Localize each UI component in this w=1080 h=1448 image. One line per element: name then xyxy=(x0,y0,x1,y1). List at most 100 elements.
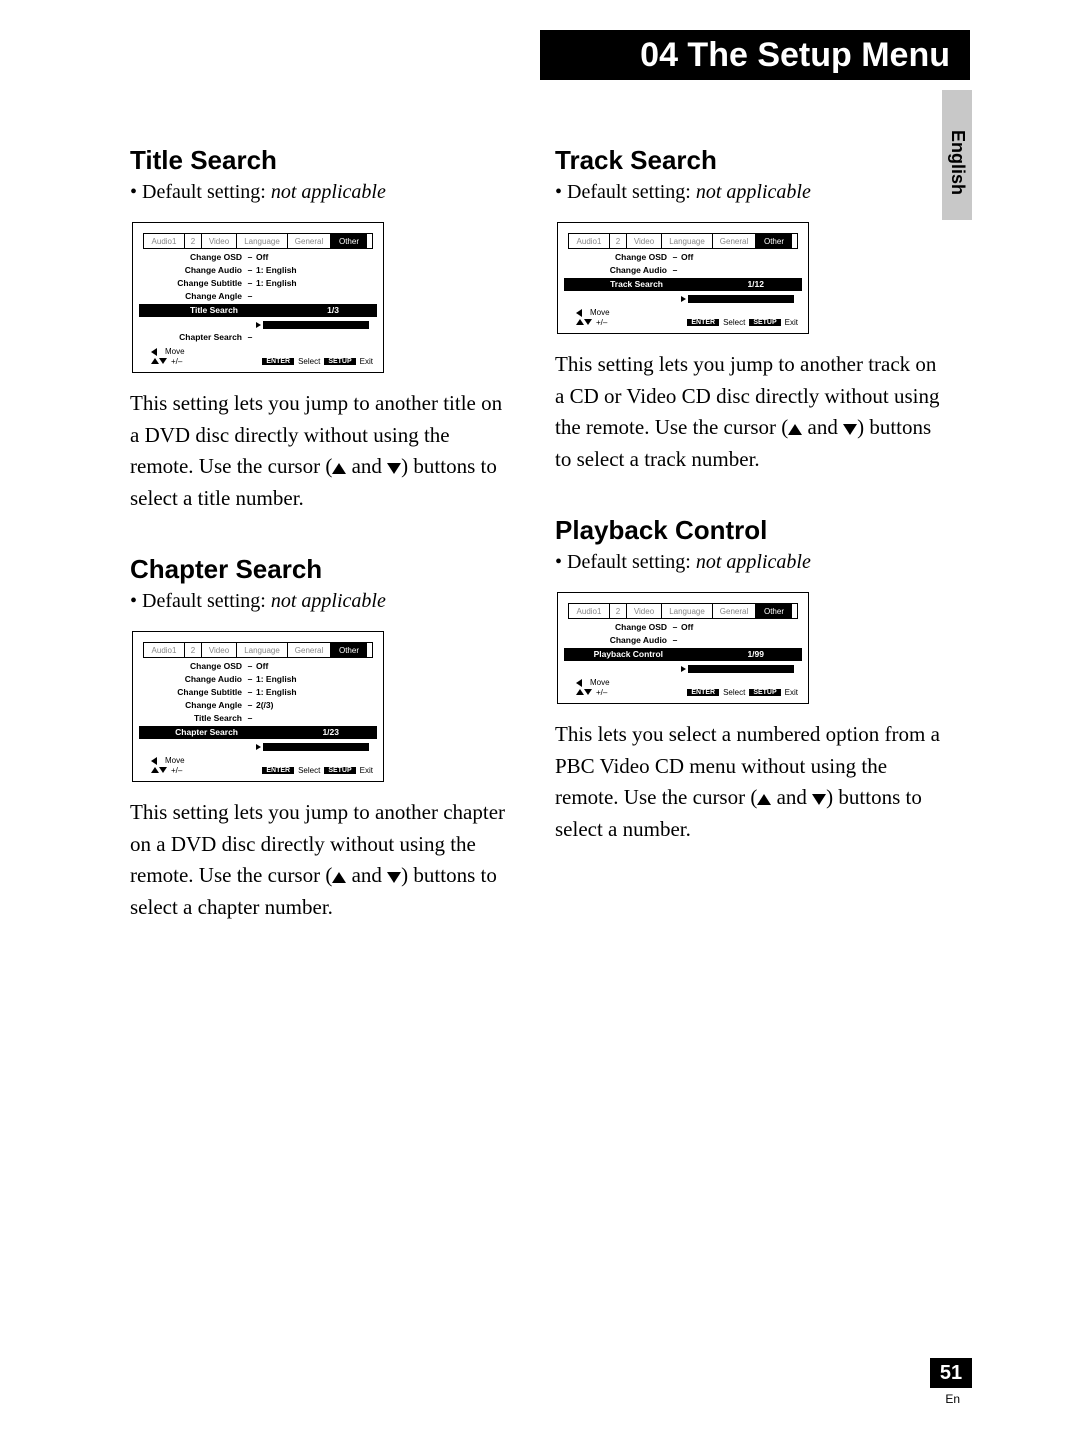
osd-tab: Other xyxy=(756,234,792,248)
osd-menu-rows: Change OSD–OffChange Audio–1: English Cha… xyxy=(143,251,373,344)
osd-slider-row xyxy=(143,318,373,331)
osd-footer: Move +/–ENTER Select SETUP Exit xyxy=(143,347,373,366)
plusminus-label: +/– xyxy=(171,766,182,775)
setup-button-label: SETUP xyxy=(324,358,355,365)
osd-tab: Language xyxy=(237,234,288,248)
osd-tab: 2 xyxy=(610,604,627,618)
osd-tab: Language xyxy=(662,234,713,248)
osd-tab: Other xyxy=(331,643,367,657)
osd-row: Change OSD–Off xyxy=(568,251,798,264)
osd-menu-rows: Change OSD–OffChange Audio–1: EnglishCha… xyxy=(143,660,373,753)
osd-screenshot: Audio12VideoLanguageGeneralOther Change O… xyxy=(132,222,384,373)
osd-tab: Audio1 xyxy=(144,234,185,248)
select-label: Select xyxy=(723,688,745,697)
osd-tab: Video xyxy=(202,643,237,657)
osd-tabs: Audio12VideoLanguageGeneralOther xyxy=(143,642,373,658)
down-arrow-icon xyxy=(843,424,857,435)
osd-tab: General xyxy=(288,643,331,657)
exit-label: Exit xyxy=(785,688,798,697)
osd-menu-rows: Change OSD–OffChange Audio–Playback Cont… xyxy=(568,621,798,675)
updown-arrows-icon xyxy=(576,688,592,697)
osd-tab: Video xyxy=(202,234,237,248)
move-label: Move xyxy=(590,678,610,687)
default-prefix: • Default setting: xyxy=(130,590,271,612)
left-arrow-icon xyxy=(576,309,582,317)
exit-label: Exit xyxy=(785,318,798,327)
updown-arrows-icon xyxy=(151,766,167,775)
heading: Playback Control xyxy=(555,515,940,546)
osd-tab: Audio1 xyxy=(569,234,610,248)
default-setting: • Default setting: not applicable xyxy=(555,551,940,574)
osd-screenshot: Audio12VideoLanguageGeneralOther Change O… xyxy=(132,631,384,782)
right-column: Track Search • Default setting: not appl… xyxy=(555,145,940,963)
osd-tab: 2 xyxy=(610,234,627,248)
setup-button-label: SETUP xyxy=(749,689,780,696)
default-prefix: • Default setting: xyxy=(555,551,696,573)
osd-screenshot: Audio12VideoLanguageGeneralOther Change O… xyxy=(557,222,809,334)
osd-tab: 2 xyxy=(185,234,202,248)
page-number: 51 xyxy=(930,1358,972,1388)
plusminus-label: +/– xyxy=(171,357,182,366)
description: This lets you select a numbered option f… xyxy=(555,719,940,845)
osd-row-highlighted: Chapter Search1/23 xyxy=(139,726,377,739)
default-value: not applicable xyxy=(271,590,386,612)
para-text-mid: and xyxy=(802,415,843,439)
para-text-mid: and xyxy=(771,785,812,809)
up-arrow-icon xyxy=(332,872,346,883)
osd-tab: Other xyxy=(331,234,367,248)
enter-button-label: ENTER xyxy=(262,358,294,365)
osd-row: Chapter Search– xyxy=(143,331,373,344)
select-label: Select xyxy=(723,318,745,327)
osd-tab: Language xyxy=(662,604,713,618)
default-setting: • Default setting: not applicable xyxy=(130,590,515,613)
left-arrow-icon xyxy=(151,757,157,765)
updown-arrows-icon xyxy=(151,357,167,366)
osd-row: Change OSD–Off xyxy=(143,251,373,264)
section-title-search: Title Search • Default setting: not appl… xyxy=(130,145,515,514)
osd-row: Change Audio– xyxy=(568,264,798,277)
osd-tab: Video xyxy=(627,604,662,618)
updown-arrows-icon xyxy=(576,318,592,327)
osd-tab: General xyxy=(288,234,331,248)
osd-tab: 2 xyxy=(185,643,202,657)
section-track-search: Track Search • Default setting: not appl… xyxy=(555,145,940,475)
osd-tab: Video xyxy=(627,234,662,248)
left-arrow-icon xyxy=(151,348,157,356)
description: This setting lets you jump to another ti… xyxy=(130,388,515,514)
osd-row-highlighted: Playback Control1/99 xyxy=(564,648,802,661)
default-setting: • Default setting: not applicable xyxy=(130,181,515,204)
default-value: not applicable xyxy=(696,551,811,573)
osd-row: Change Audio–1: English xyxy=(143,264,373,277)
down-arrow-icon xyxy=(387,872,401,883)
down-arrow-icon xyxy=(387,463,401,474)
osd-tab: Other xyxy=(756,604,792,618)
para-text-mid: and xyxy=(346,454,387,478)
osd-tabs: Audio12VideoLanguageGeneralOther xyxy=(568,233,798,249)
up-arrow-icon xyxy=(757,794,771,805)
osd-row: Change OSD–Off xyxy=(143,660,373,673)
enter-button-label: ENTER xyxy=(687,319,719,326)
default-prefix: • Default setting: xyxy=(130,181,271,203)
osd-menu-rows: Change OSD–OffChange Audio–Track Search1… xyxy=(568,251,798,305)
osd-tabs: Audio12VideoLanguageGeneralOther xyxy=(143,233,373,249)
osd-tab: Audio1 xyxy=(569,604,610,618)
page-lang-code: En xyxy=(945,1392,960,1406)
osd-tabs: Audio12VideoLanguageGeneralOther xyxy=(568,603,798,619)
select-label: Select xyxy=(298,766,320,775)
plusminus-label: +/– xyxy=(596,688,607,697)
default-value: not applicable xyxy=(696,181,811,203)
left-column: Title Search • Default setting: not appl… xyxy=(130,145,515,963)
osd-row-highlighted: Title Search1/3 xyxy=(139,304,377,317)
para-text-mid: and xyxy=(346,863,387,887)
osd-row-highlighted: Track Search1/12 xyxy=(564,278,802,291)
osd-slider-row xyxy=(568,292,798,305)
osd-row: Title Search– xyxy=(143,712,373,725)
osd-row: Change Audio–1: English xyxy=(143,673,373,686)
move-label: Move xyxy=(165,756,185,765)
osd-footer: Move +/–ENTER Select SETUP Exit xyxy=(143,756,373,775)
setup-button-label: SETUP xyxy=(324,767,355,774)
osd-footer: Move +/–ENTER Select SETUP Exit xyxy=(568,308,798,327)
osd-slider-row xyxy=(568,662,798,675)
setup-button-label: SETUP xyxy=(749,319,780,326)
left-arrow-icon xyxy=(576,679,582,687)
